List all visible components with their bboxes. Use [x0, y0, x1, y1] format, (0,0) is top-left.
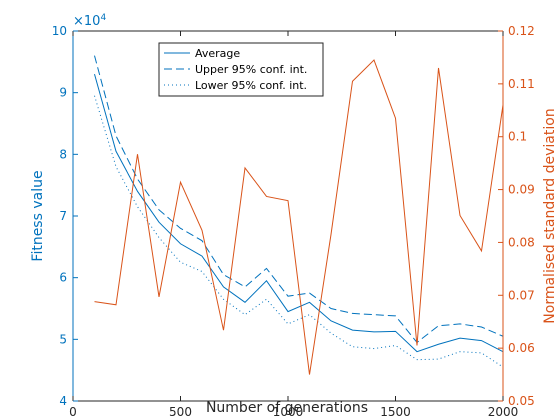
y-left-tick-label-4: 8 [59, 147, 67, 161]
x-tick-label-0: 0 [69, 405, 77, 419]
x-axis-label: Number of generations [206, 400, 368, 416]
exponent-base: ×10 [73, 14, 100, 29]
y-axis-label-right: Normalised standard deviation [542, 108, 558, 323]
y-axis-label-left: Fitness value [30, 170, 46, 261]
y-left-tick-label-2: 6 [59, 271, 67, 285]
x-tick-label-2: 1000 [273, 405, 304, 419]
y-right-tick-label-0: 0.05 [508, 394, 535, 408]
y-right-tick-label-2: 0.07 [508, 288, 535, 302]
series-line-1 [94, 55, 504, 344]
series-line-0 [94, 74, 504, 353]
legend-box [158, 42, 324, 97]
y-right-tick-label-5: 0.1 [508, 130, 527, 144]
y-left-tick-label-5: 9 [59, 86, 67, 100]
legend: Average Upper 95% conf. int. Lower 95% c… [158, 42, 324, 97]
legend-label-upper: Upper 95% conf. int. [195, 63, 307, 76]
y-right-tick-label-7: 0.12 [508, 24, 535, 38]
legend-label-average: Average [195, 47, 240, 60]
x-tick-label-3: 1500 [380, 405, 411, 419]
y-right-tick-label-1: 0.06 [508, 341, 535, 355]
y-right-tick-label-4: 0.09 [508, 183, 535, 197]
x-tick-label-4: 2000 [488, 405, 519, 419]
y-left-tick-label-3: 7 [59, 209, 67, 223]
plot-lines [94, 55, 504, 375]
ticks: 0 500 1000 1500 2000 4 5 6 7 8 9 10 0.05 0.06 0.07 0.08… [52, 24, 535, 419]
y-right-tick-label-3: 0.08 [508, 235, 535, 249]
y-left-tick-label-0: 4 [59, 394, 67, 408]
y-right-tick-label-6: 0.11 [508, 77, 535, 91]
y-left-tick-label-1: 5 [59, 332, 67, 346]
x-tick-label-1: 500 [169, 405, 192, 419]
legend-label-lower: Lower 95% conf. int. [195, 79, 307, 92]
y-left-tick-label-6: 10 [52, 24, 67, 38]
series-line-3 [94, 59, 504, 375]
exponent-power: 4 [100, 13, 106, 23]
exponent-label: ×104 [73, 13, 106, 29]
